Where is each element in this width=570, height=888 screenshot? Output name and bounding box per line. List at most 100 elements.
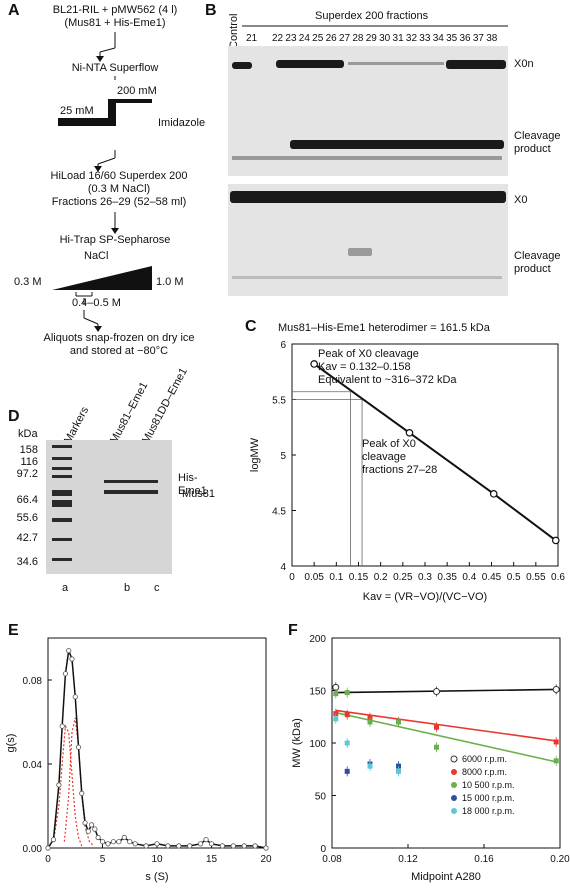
chart-c-ytick-label: 6	[280, 340, 286, 351]
chart-e-point	[176, 843, 182, 849]
kda-label: kDa	[18, 428, 38, 440]
chart-e-point	[154, 841, 160, 847]
chart-e-point	[116, 839, 122, 845]
chart-c-xtick-label: 0.3	[418, 572, 432, 583]
band-mus81-label: Mus81	[182, 488, 216, 500]
chart-f-ytick-label: 50	[315, 792, 327, 803]
nacl-low: 0.3 M	[14, 276, 42, 288]
chart-f-ylabel: MW (kDa)	[291, 718, 303, 768]
marker-97-2: 97.2	[16, 468, 38, 480]
chart-e-point	[263, 845, 269, 851]
step-storage-line2: and stored at −80°C	[69, 345, 169, 357]
chart-e-point	[208, 841, 215, 847]
chart-c-xtick-label: 0.5	[507, 572, 521, 583]
chart-f-point	[344, 712, 350, 718]
chart-c-point	[551, 536, 560, 545]
chart-e-point	[121, 834, 127, 841]
annotation-peak-line1: Peak of X0 cleavage	[318, 348, 419, 360]
chart-e-fit-component	[52, 724, 83, 847]
chart-f-legend-marker	[450, 755, 458, 763]
chart-e-xtick-label: 5	[100, 854, 106, 865]
chart-c-xtick-label: 0.05	[304, 572, 324, 583]
lane-30: 30	[379, 33, 391, 44]
step-superdex-line3: Fractions 26–29 (52–58 ml)	[51, 196, 187, 208]
panel-a-label: A	[8, 2, 20, 19]
lane-22: 22	[272, 33, 284, 44]
nacl-high: 1.0 M	[156, 276, 184, 288]
chart-f-legend-marker	[451, 808, 457, 814]
chart-f-point	[344, 768, 350, 774]
chart-f-point	[367, 719, 373, 725]
chart-f-point	[367, 763, 373, 769]
lane-21: 21	[246, 33, 258, 44]
chart-e-xtick-label: 20	[260, 854, 272, 865]
chart-f-point	[434, 744, 439, 750]
lane-26: 26	[325, 33, 337, 44]
lane-37: 37	[472, 33, 484, 44]
lane-numbers: 22 23 24 25 26 27 28 29 30 31 32 33 34 35 36 37 38	[272, 33, 512, 45]
chart-e-point	[127, 839, 133, 845]
chart-f-ytick-label: 100	[309, 739, 326, 750]
annotation-peak: Peak of X0 cleavage Kav = 0.132–0.158 Eq…	[318, 348, 457, 387]
chart-e-ytick-label: 0.04	[23, 760, 43, 771]
lane-36: 36	[459, 33, 471, 44]
chart-f-point	[553, 758, 559, 764]
band-his-eme1-label: His- Eme1	[178, 472, 207, 498]
lane-32: 32	[405, 33, 418, 44]
chart-f-fit-line	[335, 711, 557, 763]
chart-e-fit-component	[63, 717, 95, 847]
step-superdex-line1: HiLoad 16/60 Superdex 200	[50, 170, 188, 182]
step-culture-line2: (Mus81 + His-Eme1)	[64, 17, 166, 29]
chart-f-xtick-label: 0.20	[550, 854, 570, 865]
lane-31: 31	[392, 33, 404, 44]
top-cleavage-label: Cleavage product	[514, 130, 560, 156]
chart-f-legend-label: 10 500 r.p.m.	[462, 780, 515, 790]
chart-f-point	[344, 690, 350, 696]
chart-c-xlabel: Kav = (VR−VO)/(VC−VO)	[363, 591, 487, 603]
panel-e-label: E	[8, 622, 19, 639]
band-his-eme1-line1: His-	[178, 472, 198, 484]
chart-f-ytick-label: 200	[309, 634, 326, 645]
chart-c-ylabel: logMW	[249, 437, 261, 472]
lane-38: 38	[486, 33, 498, 44]
chart-c-ytick-label: 4.5	[272, 507, 286, 518]
chart-e-point	[50, 837, 57, 843]
chart-e-point	[79, 790, 85, 796]
chart-f-point	[344, 740, 350, 746]
marker-66-4: 66.4	[16, 494, 38, 506]
annotation-fractions: Peak of X0 cleavage fractions 27–28	[362, 438, 437, 477]
chart-e-point	[66, 647, 72, 654]
marker-158: 158	[19, 444, 38, 456]
gel-bottom	[228, 184, 508, 296]
chart-c-ytick-label: 5.5	[272, 396, 286, 407]
nacl-label: NaCl	[84, 250, 109, 262]
panel-a-diagram	[52, 32, 152, 332]
lane-27: 27	[338, 33, 351, 44]
bottom-cleavage-line1: Cleavage	[514, 250, 561, 262]
imidazole-high: 200 mM	[117, 85, 157, 97]
chart-f-point	[396, 768, 401, 774]
chart-c-xtick-label: 0.6	[551, 572, 565, 583]
chart-e-point	[45, 845, 51, 851]
chart-e-point	[241, 843, 247, 849]
gel-d	[46, 440, 172, 574]
step-superdex: HiLoad 16/60 Superdex 200 (0.3 M NaCl) F…	[14, 170, 224, 209]
panel-c-label: C	[245, 318, 257, 335]
superdex-fractions-header: Superdex 200 fractions	[315, 10, 429, 22]
chart-e-xtick-label: 10	[151, 854, 163, 865]
lane-35: 35	[446, 33, 458, 44]
chart-f-legend-marker	[451, 769, 457, 775]
chart-c-xtick-label: 0	[289, 572, 295, 583]
band-his-eme1-line2: Eme1	[178, 485, 207, 497]
marker-55-6: 55.6	[16, 512, 38, 524]
panel-b-label: B	[205, 2, 217, 19]
chart-e-point	[252, 843, 258, 849]
chart-e-point	[219, 843, 225, 849]
chart-e-point	[75, 744, 82, 750]
lane-23: 23	[285, 33, 297, 44]
chart-e-point	[69, 656, 75, 662]
chart-f-legend-marker	[451, 795, 457, 801]
chart-e-point	[203, 837, 209, 843]
chart-f-frame	[331, 637, 561, 849]
chart-f-point	[396, 719, 401, 725]
